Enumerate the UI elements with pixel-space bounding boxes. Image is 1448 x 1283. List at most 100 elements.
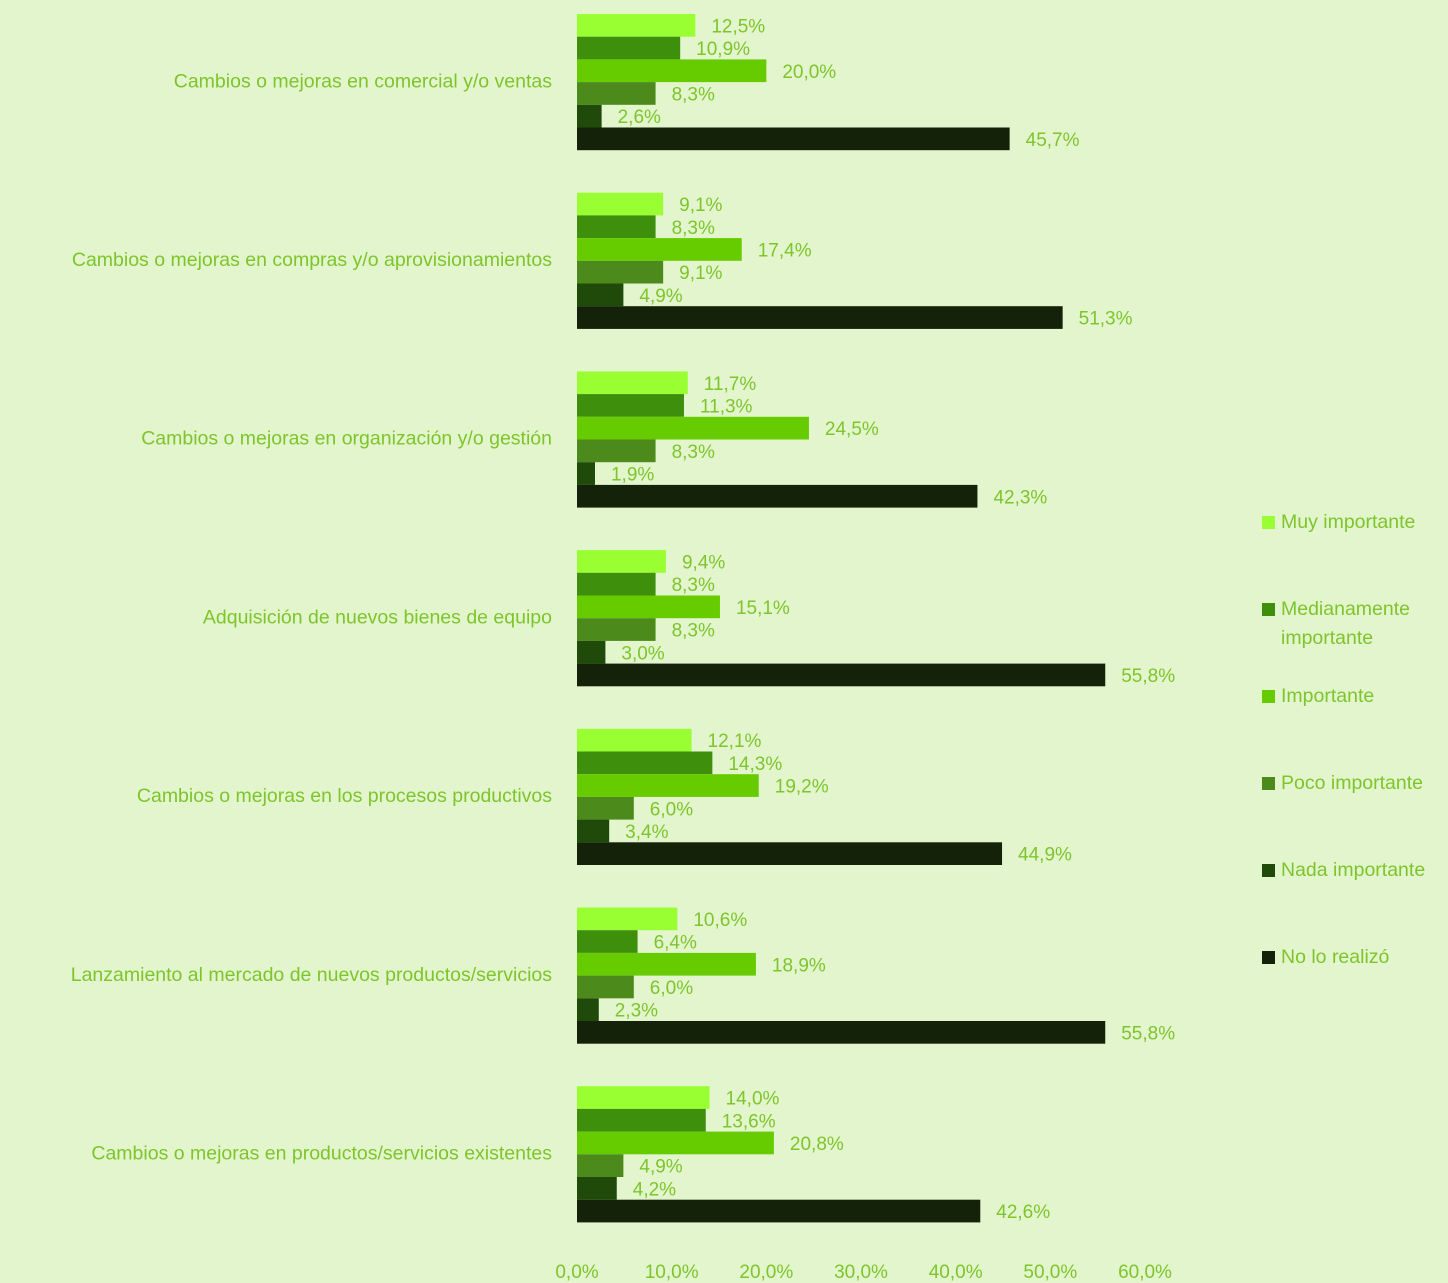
bar bbox=[577, 1177, 617, 1200]
bar bbox=[577, 952, 756, 976]
data-label: 12,5% bbox=[711, 16, 765, 37]
legend-swatch bbox=[1262, 864, 1275, 877]
legend-entry: Importante bbox=[1262, 682, 1442, 711]
data-label: 8,3% bbox=[672, 442, 715, 463]
category-label: Lanzamiento al mercado de nuevos product… bbox=[71, 964, 553, 986]
category-label: Adquisición de nuevos bienes de equipo bbox=[203, 606, 552, 628]
data-label: 20,8% bbox=[790, 1134, 844, 1155]
data-label: 51,3% bbox=[1079, 309, 1133, 330]
legend-swatch bbox=[1262, 690, 1275, 703]
bar bbox=[577, 618, 656, 641]
legend-label: No lo realizó bbox=[1281, 946, 1390, 968]
data-label: 14,0% bbox=[726, 1089, 780, 1110]
data-label: 9,1% bbox=[679, 195, 722, 216]
data-label: 8,3% bbox=[672, 621, 715, 642]
bar bbox=[577, 640, 606, 664]
bar bbox=[577, 663, 1106, 687]
x-tick-label: 20,0% bbox=[739, 1262, 793, 1283]
bar bbox=[577, 907, 678, 931]
data-label: 13,6% bbox=[722, 1111, 776, 1132]
legend-swatch bbox=[1262, 951, 1275, 964]
data-label: 8,3% bbox=[672, 218, 715, 239]
bar bbox=[577, 1199, 981, 1223]
data-label: 15,1% bbox=[736, 598, 790, 619]
bar bbox=[577, 14, 696, 37]
bar bbox=[577, 774, 759, 797]
bar bbox=[577, 82, 656, 105]
data-label: 4,9% bbox=[639, 286, 682, 307]
data-label: 18,9% bbox=[772, 955, 826, 976]
legend-entry: Muy importante bbox=[1262, 508, 1442, 537]
data-label: 11,3% bbox=[700, 396, 753, 417]
legend-swatch bbox=[1262, 516, 1275, 529]
legend-swatch bbox=[1262, 603, 1275, 616]
x-tick-label: 50,0% bbox=[1023, 1262, 1077, 1283]
data-label: 12,1% bbox=[708, 731, 762, 752]
legend-label: Poco importante bbox=[1281, 772, 1423, 794]
category-label: Cambios o mejoras en comercial y/o venta… bbox=[174, 70, 552, 92]
x-tick-label: 10,0% bbox=[645, 1262, 699, 1283]
data-label: 8,3% bbox=[672, 575, 715, 596]
data-label: 45,7% bbox=[1026, 130, 1080, 151]
x-tick-label: 60,0% bbox=[1118, 1262, 1172, 1283]
data-label: 4,9% bbox=[639, 1157, 682, 1178]
data-label: 24,5% bbox=[825, 419, 879, 440]
bar bbox=[577, 260, 664, 284]
bar bbox=[577, 306, 1063, 329]
bar bbox=[577, 484, 978, 508]
data-label: 42,3% bbox=[993, 487, 1047, 508]
data-label: 1,9% bbox=[611, 465, 654, 486]
legend-entry: Medianamente importante bbox=[1262, 595, 1442, 653]
bar bbox=[577, 439, 656, 463]
legend-label: Importante bbox=[1281, 685, 1375, 707]
bar bbox=[577, 998, 599, 1021]
bar bbox=[577, 238, 742, 261]
bar bbox=[577, 192, 664, 216]
category-label: Cambios o mejoras en productos/servicios… bbox=[91, 1142, 552, 1164]
bar bbox=[577, 215, 656, 239]
data-label: 2,6% bbox=[618, 107, 661, 128]
data-label: 44,9% bbox=[1018, 845, 1072, 866]
data-label: 11,7% bbox=[704, 374, 757, 395]
legend-label: Muy importante bbox=[1281, 511, 1416, 533]
data-label: 4,2% bbox=[633, 1179, 676, 1200]
category-label: Cambios o mejoras en los procesos produc… bbox=[137, 785, 552, 807]
data-label: 8,3% bbox=[672, 84, 715, 105]
bar bbox=[577, 550, 666, 573]
data-label: 19,2% bbox=[775, 777, 829, 798]
bar bbox=[577, 1154, 624, 1177]
bar bbox=[577, 104, 602, 128]
bar bbox=[577, 59, 767, 83]
bar bbox=[577, 394, 684, 417]
legend-label: Nada importante bbox=[1281, 859, 1426, 881]
x-tick-label: 0,0% bbox=[555, 1262, 598, 1283]
legend-entry: No lo realizó bbox=[1262, 943, 1442, 972]
bar bbox=[577, 1021, 1106, 1044]
bar bbox=[577, 728, 692, 752]
category-label: Cambios o mejoras en organización y/o ge… bbox=[141, 428, 552, 450]
bar bbox=[577, 1086, 710, 1109]
bar bbox=[577, 842, 1003, 865]
legend-swatch bbox=[1262, 777, 1275, 790]
bar bbox=[577, 819, 610, 843]
data-label: 20,0% bbox=[782, 62, 836, 83]
bar bbox=[577, 796, 634, 820]
bar bbox=[577, 371, 688, 395]
data-label: 3,4% bbox=[625, 822, 668, 843]
bar bbox=[577, 416, 809, 440]
data-label: 6,0% bbox=[650, 978, 693, 999]
data-label: 14,3% bbox=[728, 754, 782, 775]
bar bbox=[577, 930, 638, 953]
data-label: 6,0% bbox=[650, 799, 693, 820]
bar bbox=[577, 975, 634, 999]
bar bbox=[577, 36, 681, 60]
data-label: 2,3% bbox=[615, 1001, 658, 1022]
data-label: 9,1% bbox=[679, 263, 722, 284]
data-label: 17,4% bbox=[758, 240, 812, 261]
bar bbox=[577, 283, 624, 307]
data-label: 9,4% bbox=[682, 552, 725, 573]
data-label: 10,9% bbox=[696, 39, 750, 60]
data-label: 3,0% bbox=[621, 643, 664, 664]
